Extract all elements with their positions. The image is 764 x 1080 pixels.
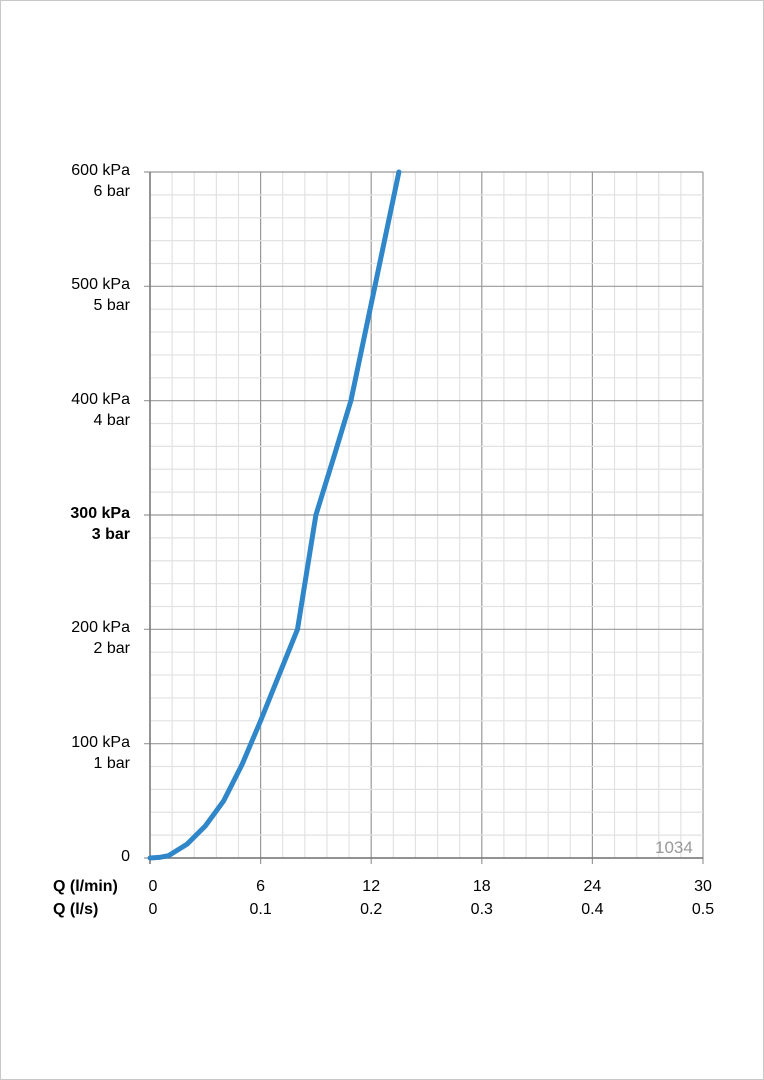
x-tick-label: 24 <box>583 878 602 895</box>
figure-number: 1034 <box>655 838 693 857</box>
x-tick-label: 12 <box>362 878 381 895</box>
y-tick-line: 6 bar <box>93 183 130 200</box>
y-tick-line: 0 <box>121 848 130 865</box>
x-tick-label: 0.4 <box>581 901 604 918</box>
y-tick-line: 5 bar <box>93 297 130 315</box>
y-tick-label: 500 kPa 5 bar <box>71 274 130 316</box>
y-tick-label: 600 kPa 6 bar <box>71 160 130 202</box>
y-tick-line: 4 bar <box>93 411 130 429</box>
y-tick-label: 200 kPa 2 bar <box>71 617 130 659</box>
y-tick-label: 400 kPa 4 bar <box>71 389 130 431</box>
x-tick-label: 0.5 <box>691 901 715 918</box>
y-tick-line: 3 bar <box>91 526 130 543</box>
y-tick-label: 300 kPa 3 bar <box>70 503 130 545</box>
x-axis-label: Q (l/min) <box>53 878 118 895</box>
series-line <box>147 169 402 861</box>
x-tick-label: 6 <box>256 878 266 895</box>
y-tick-line: 500 kPa <box>71 276 130 294</box>
y-tick-line: 600 kPa <box>71 162 130 179</box>
y-tick-line: 2 bar <box>93 640 130 658</box>
x-tick-label: 18 <box>472 878 491 895</box>
y-tick-line: 1 bar <box>93 754 130 772</box>
y-tick-line: 300 kPa <box>70 505 130 522</box>
y-tick-label: 0 <box>121 846 130 867</box>
x-tick-label: 0.3 <box>470 901 493 918</box>
x-axis-label: Q (l/s) <box>53 901 99 918</box>
y-tick-label: 100 kPa 1 bar <box>71 732 130 774</box>
x-tick-label: 0 <box>148 901 158 918</box>
x-tick-label: 0 <box>148 878 158 895</box>
y-tick-line: 400 kPa <box>71 390 130 408</box>
x-tick-label: 30 <box>694 878 712 895</box>
y-tick-line: 200 kPa <box>71 619 130 637</box>
y-tick-line: 100 kPa <box>71 733 130 751</box>
x-tick-label: 0.2 <box>360 901 383 918</box>
x-tick-label: 0.1 <box>249 901 272 918</box>
